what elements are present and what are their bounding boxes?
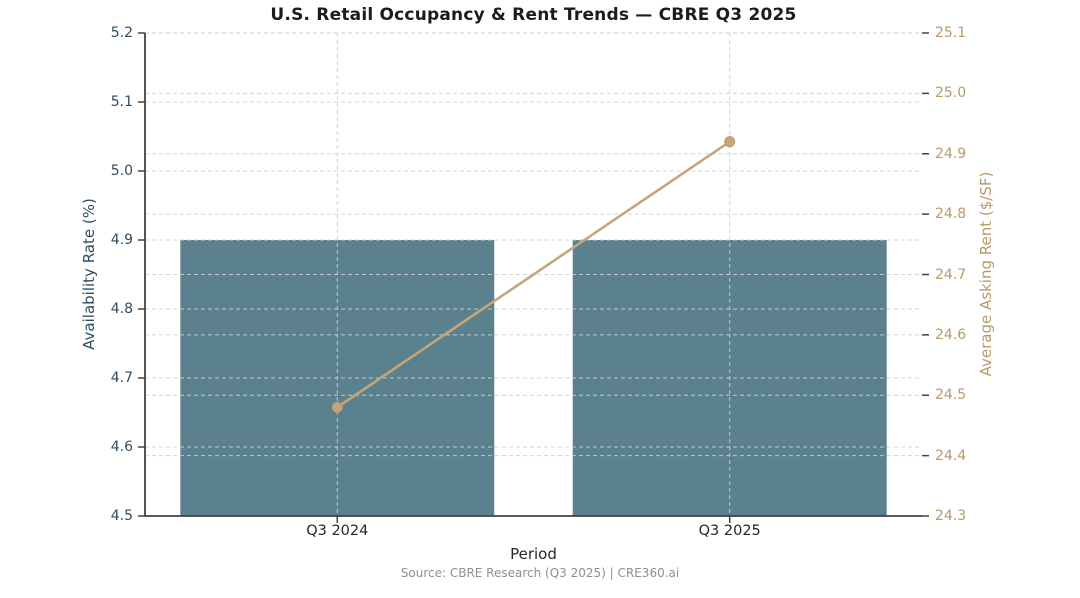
left-tick-label-4.6: 4.6	[110, 439, 133, 455]
right-tick-label-24.8: 24.8	[935, 206, 967, 223]
left-tick-label-5.1: 5.1	[110, 94, 133, 110]
rent-trend-line	[336, 140, 731, 409]
source-note: Source: CBRE Research (Q3 2025) | CRE360…	[400, 566, 680, 580]
right-tick-label-24.9: 24.9	[935, 145, 967, 162]
left-axis-title: Availability Rate (%)	[80, 198, 98, 350]
left-tick-label-5.2: 5.2	[110, 25, 133, 41]
chart-title: U.S. Retail Occupancy & Rent Trends — CB…	[270, 5, 797, 25]
right-tick-label-24.3: 24.3	[935, 508, 967, 524]
rent-marker-q3-2024	[331, 401, 343, 413]
left-tick-label-4.8: 4.8	[110, 301, 133, 317]
left-tick-label-4.7: 4.7	[110, 370, 133, 386]
x-tick-label-q3-2025: Q3 2025	[698, 523, 761, 539]
left-tick-label-4.9: 4.9	[110, 232, 133, 248]
rent-marker-q3-2025	[724, 136, 736, 148]
right-tick-label-24.7: 24.7	[935, 266, 967, 283]
right-tick-label-25.1: 25.1	[935, 25, 967, 41]
right-tick-label-25.0: 25.0	[935, 85, 967, 102]
right-tick-label-24.6: 24.6	[935, 326, 967, 343]
x-tick-label-q3-2024: Q3 2024	[306, 523, 369, 539]
left-tick-label-5.0: 5.0	[110, 163, 133, 179]
x-axis-title: Period	[510, 545, 557, 563]
right-tick-label-24.4: 24.4	[935, 447, 967, 464]
right-tick-label-24.5: 24.5	[935, 387, 967, 404]
left-tick-label-4.5: 4.5	[110, 508, 133, 524]
